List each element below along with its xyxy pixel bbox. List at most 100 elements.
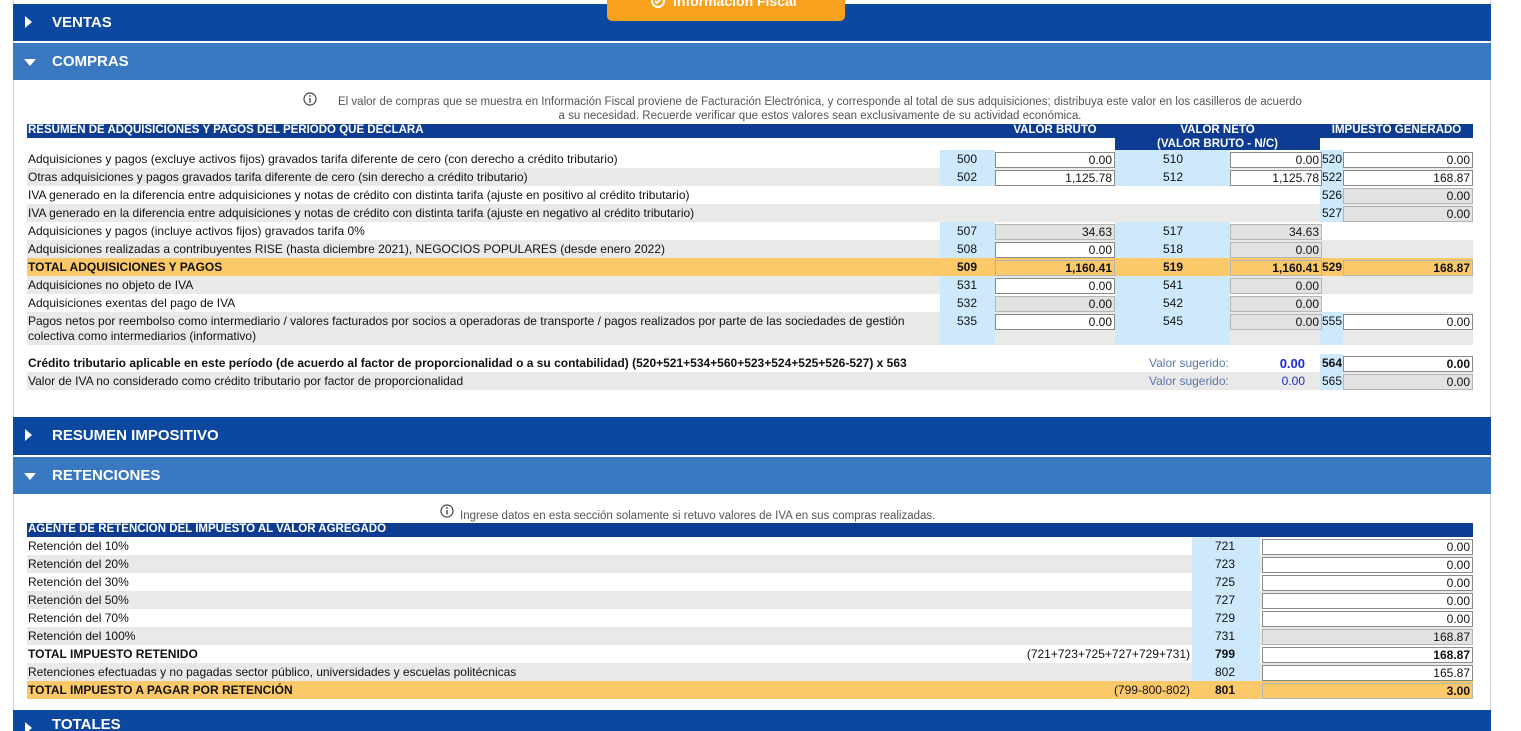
field-code: 799	[1215, 646, 1236, 661]
header-label: AGENTE DE RETENCIÓN DEL IMPUESTO AL VALO…	[28, 523, 387, 535]
header-label: VALOR BRUTO	[1013, 124, 1097, 136]
table-row: Retención del 100% 731 168.87	[27, 627, 1473, 645]
section-title: RESUMEN IMPOSITIVO	[52, 427, 219, 444]
input-field[interactable]: 1,125.78	[995, 170, 1115, 186]
section-header[interactable]: RETENCIONES	[13, 457, 1491, 494]
table-row: Adquisiciones no objeto de IVA 531 0.00 541…	[27, 276, 1473, 294]
field-code: 801	[1215, 682, 1236, 697]
header-label: (VALOR BRUTO - N/C)	[1157, 138, 1278, 150]
table-row: TOTAL ADQUISICIONES Y PAGOS 509 1,160.41 51…	[27, 258, 1473, 276]
input-field[interactable]: 1,125.78	[1230, 170, 1322, 186]
table-row: Adquisiciones exentas del pago de IVA 532…	[27, 294, 1473, 312]
field-code: 520	[1322, 151, 1343, 166]
table-row: IVA generado en la diferencia entre adqu…	[27, 204, 1473, 222]
table-row: Adquisiciones realizadas a contribuyente…	[27, 240, 1473, 258]
input-field[interactable]: 168.87	[1343, 170, 1473, 186]
code-cell	[1115, 294, 1230, 312]
section-header[interactable]: TOTALES	[13, 710, 1491, 731]
code-cell	[1192, 645, 1260, 663]
tab-label: Información Fiscal	[673, 0, 797, 9]
code-cell	[1192, 663, 1260, 681]
row-label: Retenciones efectuadas y no pagadas sect…	[28, 664, 517, 679]
field-code: 532	[957, 295, 978, 310]
code-cell	[1320, 312, 1343, 345]
input-field[interactable]: 0.00	[1262, 539, 1473, 555]
info-icon	[440, 504, 454, 518]
readonly-field: 34.63	[995, 224, 1115, 240]
row-label: IVA generado en la diferencia entre adqu…	[28, 205, 695, 220]
field-code: 727	[1215, 592, 1236, 607]
code-cell	[1115, 312, 1230, 345]
toggle-icon	[25, 429, 32, 441]
readonly-field: 34.63	[1230, 224, 1322, 240]
section-title: TOTALES	[52, 716, 121, 731]
readonly-field: 1,160.41	[995, 260, 1115, 276]
code-cell	[1192, 609, 1260, 627]
table-row: Adquisiciones y pagos (excluye activos f…	[27, 150, 1473, 168]
header-label: VALOR NETO	[1180, 124, 1255, 136]
code-cell	[1320, 372, 1343, 390]
info-tab[interactable]: Información Fiscal	[607, 0, 845, 21]
table-row: Crédito tributario aplicable en este per…	[27, 354, 1473, 372]
table-row: Retención del 70% 729 0.00	[27, 609, 1473, 627]
input-field[interactable]: 0.00	[1262, 593, 1473, 609]
input-field[interactable]: 0.00	[1262, 575, 1473, 591]
code-cell	[1115, 240, 1230, 258]
suggested-value: 0.00	[1279, 355, 1305, 371]
field-code: 500	[957, 151, 978, 166]
code-cell	[940, 168, 995, 186]
input-field[interactable]: 0.00	[1343, 356, 1473, 372]
code-cell	[1192, 573, 1260, 591]
row-label: Retención del 100%	[28, 628, 136, 643]
suggested-label: Valor sugerido:	[1149, 355, 1229, 370]
field-code: 518	[1163, 241, 1184, 256]
input-field[interactable]: 0.00	[995, 242, 1115, 258]
input-field[interactable]: 0.00	[1343, 152, 1473, 168]
section-header[interactable]: RESUMEN IMPOSITIVO	[13, 417, 1491, 455]
field-code: 517	[1163, 223, 1184, 238]
readonly-field: 0.00	[995, 296, 1115, 312]
input-field[interactable]: 0.00	[1343, 314, 1473, 330]
row-label: Valor de IVA no considerado como crédito…	[28, 373, 464, 388]
suggested-label: Valor sugerido:	[1149, 373, 1229, 388]
field-code: 529	[1322, 259, 1343, 274]
table-row: Retenciones efectuadas y no pagadas sect…	[27, 663, 1473, 681]
table-header	[27, 124, 1473, 138]
input-field[interactable]: 0.00	[995, 278, 1115, 294]
input-field[interactable]: 168.87	[1262, 647, 1473, 663]
field-code: 527	[1322, 205, 1343, 220]
readonly-field: 1,160.41	[1230, 260, 1322, 276]
input-field[interactable]: 0.00	[1230, 152, 1322, 168]
readonly-field: 168.87	[1262, 629, 1473, 645]
input-field[interactable]: 0.00	[995, 314, 1115, 330]
table-row: Retención del 30% 725 0.00	[27, 573, 1473, 591]
suggested-value: 0.00	[1281, 373, 1305, 388]
row-label: TOTAL ADQUISICIONES Y PAGOS	[28, 259, 223, 274]
readonly-field: 0.00	[1343, 374, 1473, 390]
field-code: 542	[1163, 295, 1184, 310]
input-field[interactable]: 0.00	[1262, 611, 1473, 627]
input-field[interactable]: 0.00	[995, 152, 1115, 168]
code-cell	[1320, 186, 1343, 204]
section-header[interactable]: COMPRAS	[13, 43, 1491, 80]
field-code: 541	[1163, 277, 1184, 292]
row-label: TOTAL IMPUESTO RETENIDO	[28, 646, 198, 661]
field-code: 721	[1215, 538, 1236, 553]
table-row: Retención del 20% 723 0.00	[27, 555, 1473, 573]
table-header-cell	[1115, 124, 1320, 151]
row-label: TOTAL IMPUESTO A PAGAR POR RETENCIÓN	[28, 682, 293, 697]
section-title: VENTAS	[52, 14, 112, 31]
input-field[interactable]: 0.00	[1262, 557, 1473, 573]
row-label: Retención del 20%	[28, 556, 129, 571]
table-row: Retención del 50% 727 0.00	[27, 591, 1473, 609]
code-cell	[940, 222, 995, 240]
row-label: Adquisiciones exentas del pago de IVA	[28, 295, 236, 310]
field-code: 509	[957, 259, 978, 274]
input-field[interactable]: 165.87	[1262, 665, 1473, 681]
field-code: 531	[957, 277, 978, 292]
code-cell	[940, 276, 995, 294]
table-row: IVA generado en la diferencia entre adqu…	[27, 186, 1473, 204]
row-label: IVA generado en la diferencia entre adqu…	[28, 187, 690, 202]
field-code: 519	[1163, 259, 1184, 274]
